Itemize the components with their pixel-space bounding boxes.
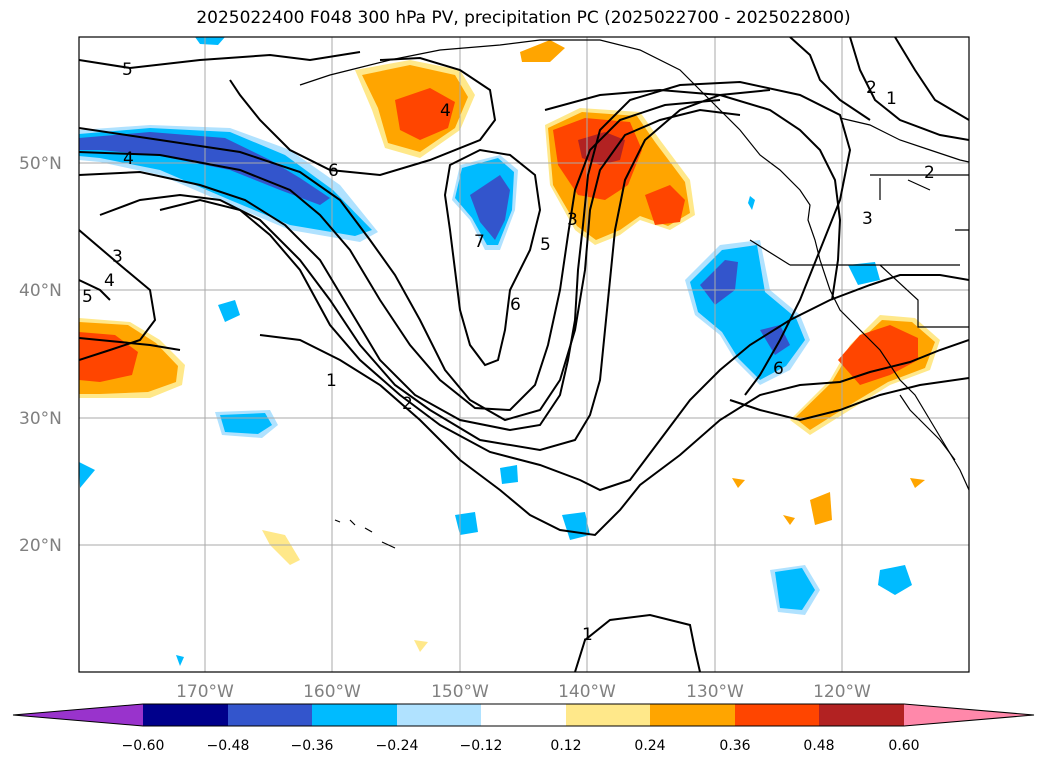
colorbar-tick: −0.24 bbox=[376, 738, 419, 754]
colorbar-tick: −0.60 bbox=[122, 738, 165, 754]
colorbar-segment bbox=[566, 704, 650, 726]
contour-label: 5 bbox=[82, 287, 93, 307]
lat-label: 20°N bbox=[19, 536, 62, 556]
lon-label: 170°W bbox=[176, 682, 234, 702]
lon-label: 130°W bbox=[686, 682, 744, 702]
colorbar-tick: −0.36 bbox=[291, 738, 334, 754]
contour-labels: 5 4 6 3 4 5 1 2 4 3 5 6 7 6 1 2 1 2 3 bbox=[82, 60, 935, 645]
map-content: 5 4 6 3 4 5 1 2 4 3 5 6 7 6 1 2 1 2 3 bbox=[79, 37, 969, 672]
colorbar-segment bbox=[312, 704, 397, 726]
lon-label: 160°W bbox=[303, 682, 361, 702]
latitude-labels: 50°N 40°N 30°N 20°N bbox=[19, 154, 62, 556]
lat-label: 30°N bbox=[19, 409, 62, 429]
lon-label: 140°W bbox=[558, 682, 616, 702]
longitude-labels: 170°W 160°W 150°W 140°W 130°W 120°W bbox=[176, 682, 871, 702]
colorbar-extend-high bbox=[904, 704, 1034, 726]
contour-label: 6 bbox=[773, 359, 784, 379]
colorbar-tick: 0.48 bbox=[803, 738, 834, 754]
colorbar-segment bbox=[228, 704, 312, 726]
map-border bbox=[78, 36, 970, 673]
coastlines bbox=[299, 39, 969, 549]
contour-label: 7 bbox=[474, 232, 485, 252]
contour-label: 5 bbox=[540, 235, 551, 255]
colorbar: −0.60 −0.48 −0.36 −0.24 −0.12 0.12 0.24 … bbox=[12, 703, 1035, 754]
colorbar-segment bbox=[819, 704, 904, 726]
contour-label: 2 bbox=[924, 163, 935, 183]
colorbar-tick: 0.60 bbox=[888, 738, 919, 754]
contour-label: 2 bbox=[866, 78, 877, 98]
graticule bbox=[79, 37, 969, 672]
map-title: 2025022400 F048 300 hPa PV, precipitatio… bbox=[196, 8, 851, 28]
colorbar-segment bbox=[397, 704, 481, 726]
colorbar-tick: 0.36 bbox=[719, 738, 750, 754]
lon-label: 150°W bbox=[431, 682, 489, 702]
contour-label: 6 bbox=[328, 161, 339, 181]
contour-label: 1 bbox=[326, 371, 337, 391]
colorbar-segment bbox=[143, 704, 228, 726]
pv-contours bbox=[79, 37, 969, 672]
contour-label: 5 bbox=[122, 60, 133, 80]
contour-label: 4 bbox=[440, 101, 451, 121]
contour-label: 3 bbox=[567, 210, 578, 230]
colorbar-tick: 0.24 bbox=[634, 738, 665, 754]
colorbar-segment bbox=[481, 704, 566, 726]
contour-label: 1 bbox=[582, 625, 593, 645]
colorbar-tick: 0.12 bbox=[550, 738, 581, 754]
colorbar-tick: −0.12 bbox=[460, 738, 503, 754]
colorbar-segment bbox=[735, 704, 819, 726]
contour-label: 3 bbox=[862, 209, 873, 229]
contour-label: 3 bbox=[112, 247, 123, 267]
contour-label: 4 bbox=[123, 149, 134, 169]
contour-label: 1 bbox=[886, 89, 897, 109]
contour-label: 4 bbox=[104, 271, 115, 291]
lon-label: 120°W bbox=[813, 682, 871, 702]
colorbar-extend-low bbox=[13, 704, 143, 726]
lat-label: 50°N bbox=[19, 154, 62, 174]
contour-label: 6 bbox=[510, 295, 521, 315]
colorbar-tick: −0.48 bbox=[207, 738, 250, 754]
contour-label: 2 bbox=[402, 394, 413, 414]
lat-label: 40°N bbox=[19, 281, 62, 301]
colorbar-segment bbox=[650, 704, 735, 726]
positive-precip-shading bbox=[79, 40, 940, 652]
colorbar-outline bbox=[12, 703, 1035, 727]
